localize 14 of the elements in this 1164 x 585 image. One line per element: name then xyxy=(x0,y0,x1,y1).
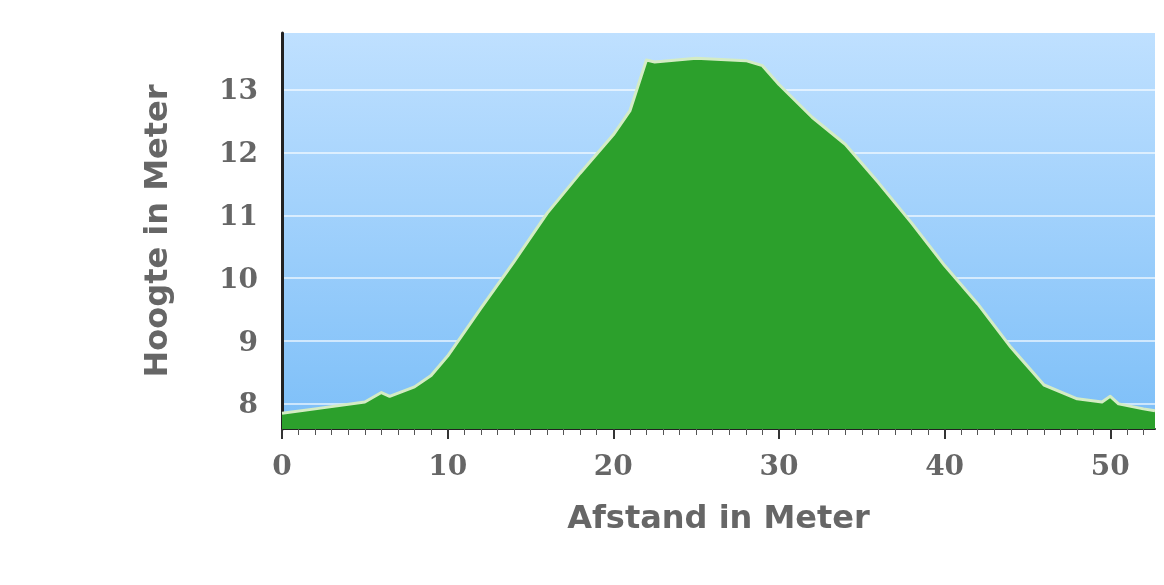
x-tick-label: 0 xyxy=(272,448,292,482)
y-axis-title: Hoogte in Meter xyxy=(137,84,175,378)
x-tick-label: 30 xyxy=(759,448,799,482)
y-tick-label: 8 xyxy=(238,387,258,421)
x-tick-label: 50 xyxy=(1090,448,1130,482)
x-tick-label: 10 xyxy=(428,448,468,482)
y-tick-label: 11 xyxy=(219,198,258,232)
y-tick-label: 12 xyxy=(219,135,258,169)
y-tick-label: 13 xyxy=(219,73,258,107)
y-tick-label: 9 xyxy=(238,324,258,358)
x-tick-label: 40 xyxy=(925,448,965,482)
x-tick-label: 20 xyxy=(593,448,633,482)
y-tick-label: 10 xyxy=(219,261,258,295)
x-axis-title: Afstand in Meter xyxy=(567,498,871,536)
